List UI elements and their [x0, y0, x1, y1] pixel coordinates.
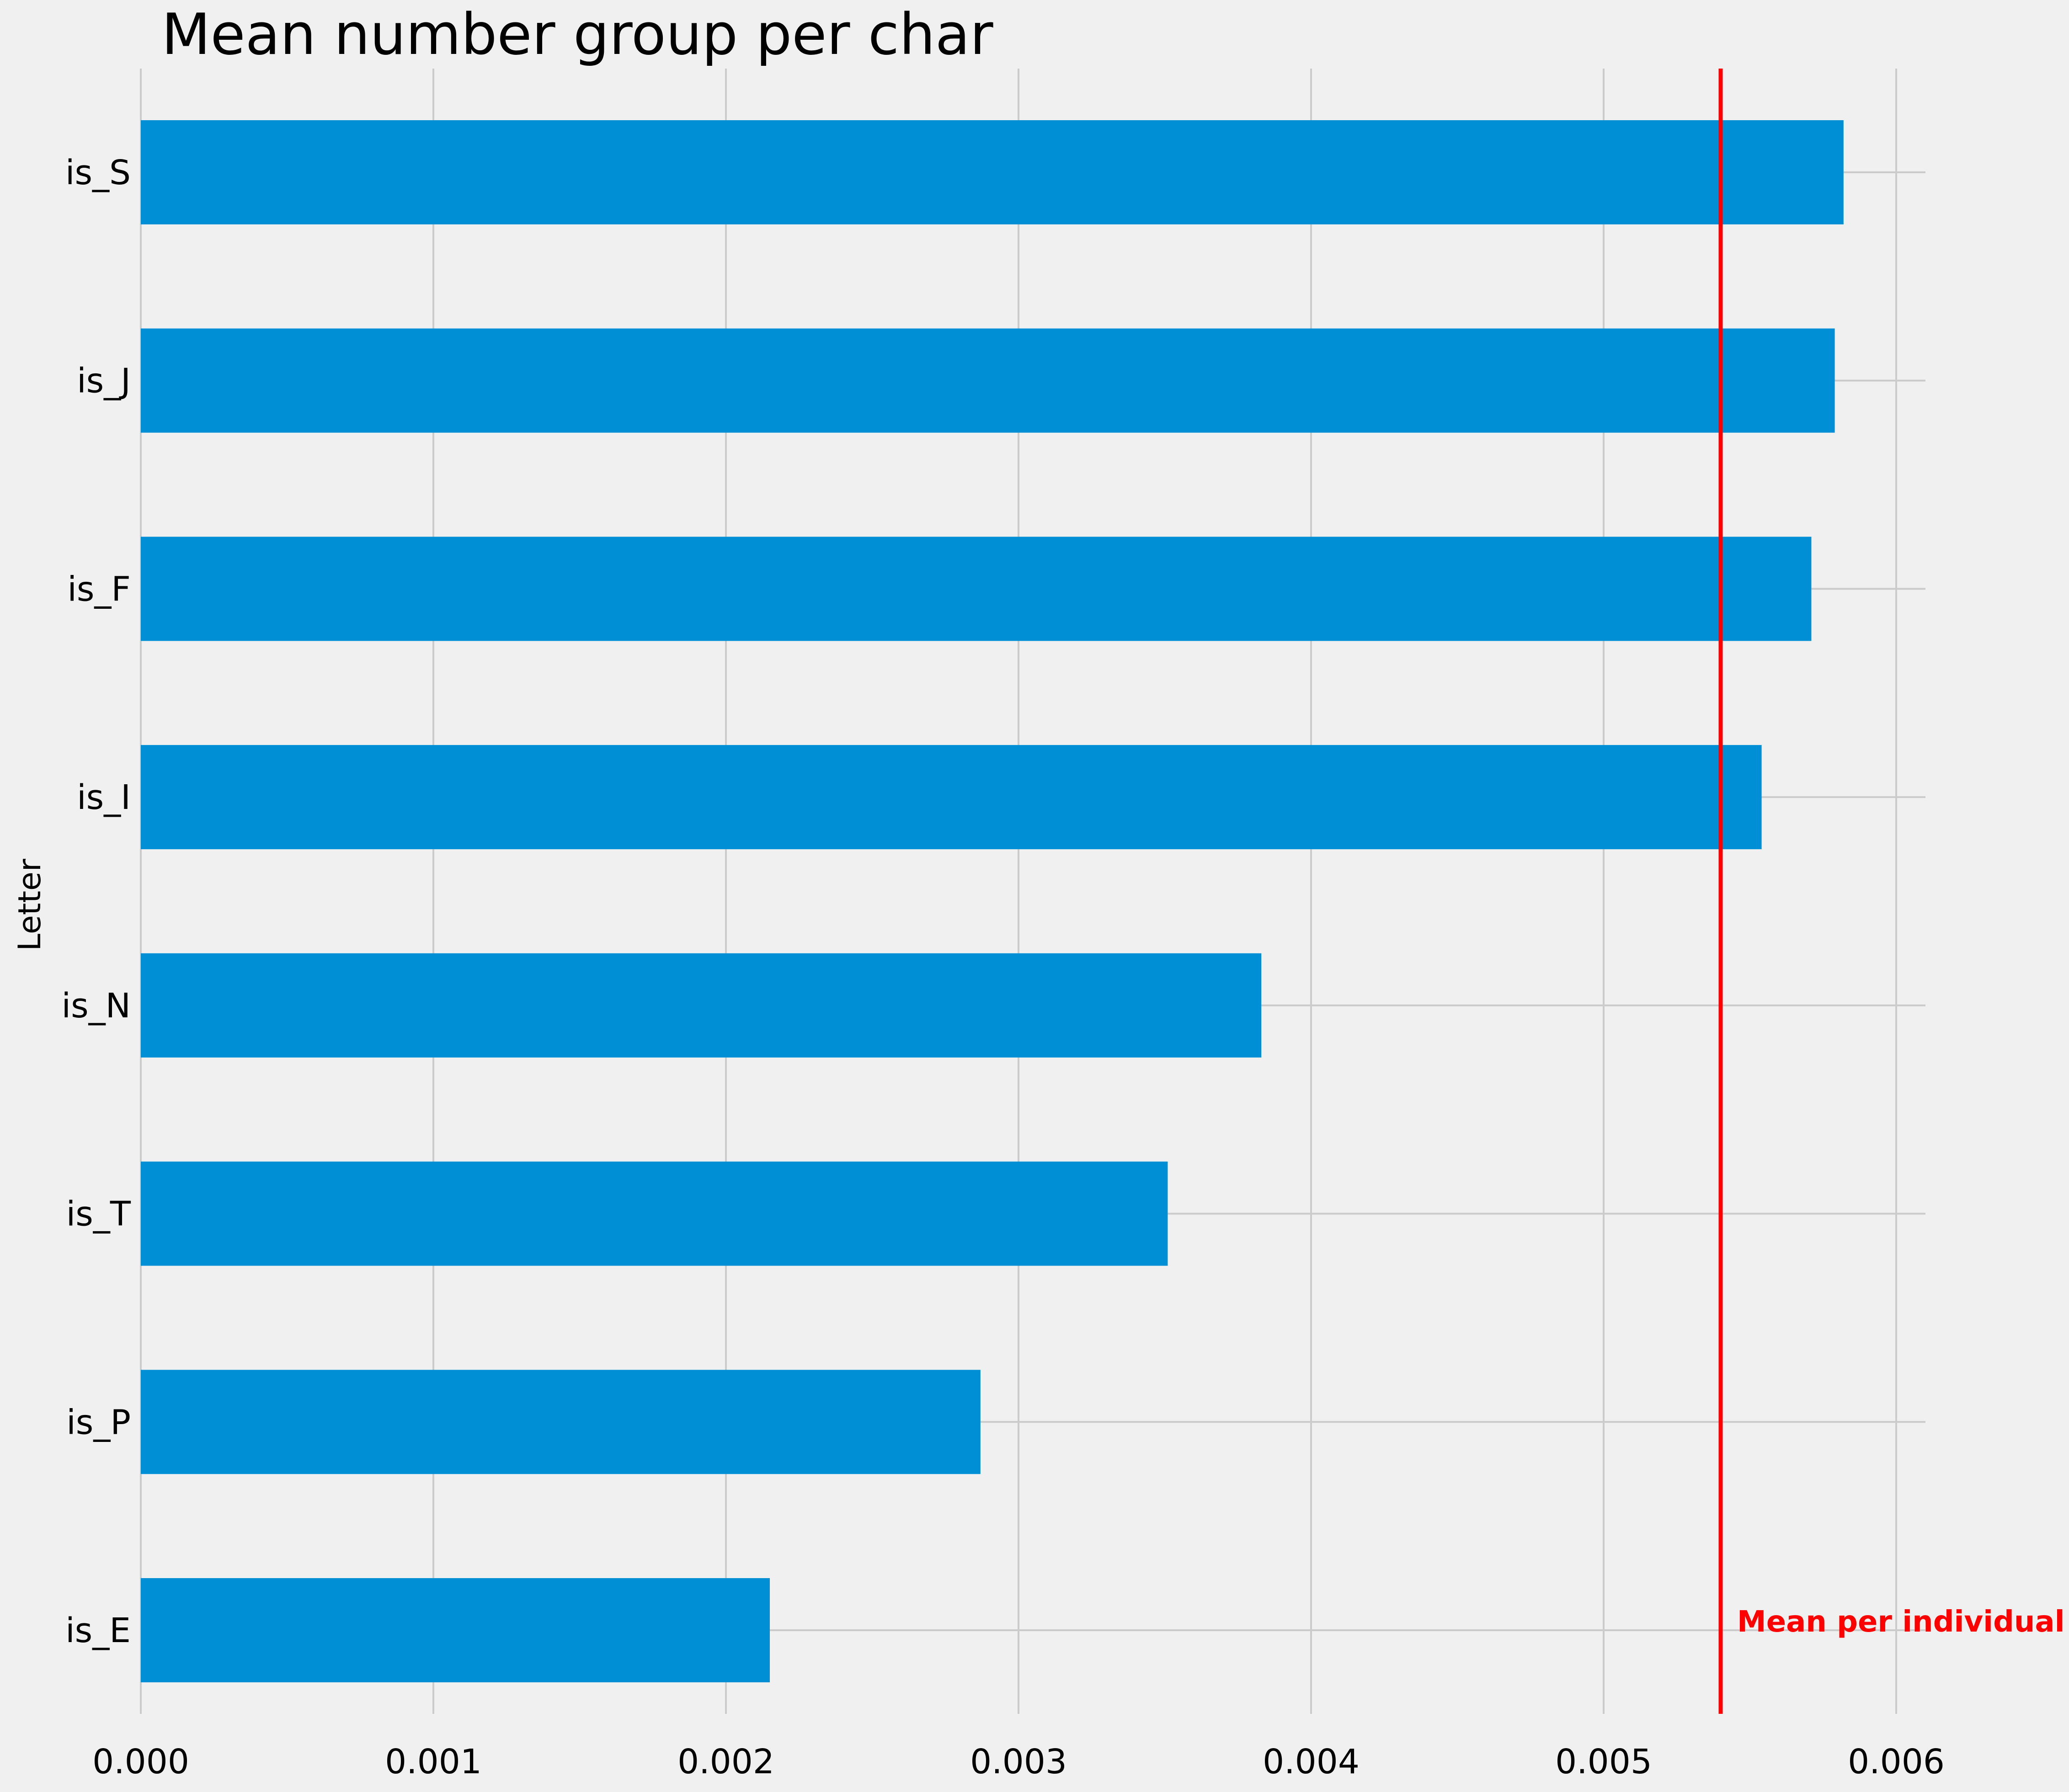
- x-tick-label: 0.001: [385, 1742, 482, 1781]
- bars-layer: [141, 120, 1844, 1682]
- y-tick-label: is_F: [67, 569, 131, 609]
- labels-layer: is_S is_J is_F is_I is_N is_T is_P is_E 0.000 0.0…: [62, 153, 1945, 1781]
- bar-is-n: [141, 953, 1262, 1058]
- y-tick-label: is_J: [77, 362, 131, 401]
- y-tick-label: is_P: [66, 1403, 131, 1442]
- x-tick-label: 0.004: [1263, 1742, 1360, 1781]
- x-tick-label: 0.000: [92, 1742, 189, 1781]
- y-tick-label: is_N: [62, 986, 131, 1026]
- y-tick-label: is_T: [66, 1195, 131, 1234]
- y-tick-label: is_I: [77, 778, 131, 817]
- chart-title: Mean number group per char: [161, 2, 993, 68]
- x-tick-label: 0.005: [1555, 1742, 1652, 1781]
- y-tick-label: is_S: [65, 153, 131, 192]
- bar-is-e: [141, 1578, 770, 1682]
- x-tick-label: 0.006: [1848, 1742, 1945, 1781]
- bar-is-i: [141, 745, 1762, 850]
- x-tick-label: 0.002: [677, 1742, 774, 1781]
- mean-reference-label: Mean per individual: [1737, 1605, 2065, 1639]
- bar-is-t: [141, 1161, 1168, 1266]
- reference-line-layer: Mean per individual: [1718, 69, 2065, 1714]
- bar-is-p: [141, 1370, 981, 1474]
- bar-is-s: [141, 120, 1844, 224]
- y-axis-label: Letter: [12, 859, 48, 951]
- bar-is-j: [141, 328, 1835, 433]
- x-tick-label: 0.003: [970, 1742, 1067, 1781]
- bar-is-f: [141, 537, 1812, 641]
- y-tick-label: is_E: [65, 1611, 131, 1650]
